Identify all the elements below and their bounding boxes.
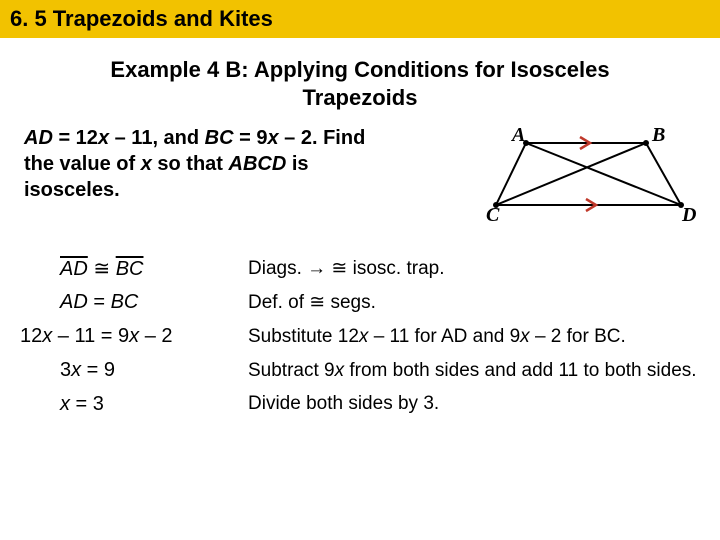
- solution-steps: AD ≅ BCDiags. → ≅ isosc. trap.AD = BCDef…: [0, 242, 720, 430]
- step-equation: 12x – 11 = 9x – 2: [20, 325, 248, 348]
- problem-statement: AD = 12x – 11, and BC = 9x – 2. Find the…: [0, 121, 720, 242]
- example-title: Example 4 B: Applying Conditions for Iso…: [0, 38, 720, 121]
- t: – 2. Find: [279, 127, 366, 149]
- label-D: D: [681, 204, 696, 225]
- step-row: 3x = 9Subtract 9x from both sides and ad…: [20, 359, 700, 383]
- label-A: A: [510, 125, 525, 146]
- t: x: [98, 127, 109, 149]
- t: x: [267, 127, 278, 149]
- t: the value of: [24, 153, 141, 175]
- title-line2: Trapezoids: [303, 85, 418, 110]
- t: = 9: [234, 127, 268, 149]
- t: is: [286, 153, 308, 175]
- step-equation: 3x = 9: [20, 359, 248, 382]
- step-equation: AD = BC: [20, 291, 248, 314]
- label-C: C: [486, 204, 500, 225]
- step-row: AD = BCDef. of ≅ segs.: [20, 291, 700, 315]
- step-reason: Diags. → ≅ isosc. trap.: [248, 257, 700, 281]
- t: x: [141, 153, 152, 175]
- trapezoid-figure: A B C D: [486, 125, 696, 232]
- t: ABCD: [229, 153, 287, 175]
- t: so that: [152, 153, 229, 175]
- t: AD: [24, 127, 53, 149]
- problem-text: AD = 12x – 11, and BC = 9x – 2. Find the…: [24, 125, 486, 203]
- step-reason: Def. of ≅ segs.: [248, 291, 700, 315]
- t: = 12: [53, 127, 98, 149]
- step-reason: Substitute 12x – 11 for AD and 9x – 2 fo…: [248, 325, 700, 349]
- step-equation: x = 3: [20, 393, 248, 416]
- slide-header: 6. 5 Trapezoids and Kites: [0, 0, 720, 38]
- t: – 11, and: [109, 127, 205, 149]
- step-row: AD ≅ BCDiags. → ≅ isosc. trap.: [20, 256, 700, 281]
- step-row: 12x – 11 = 9x – 2Substitute 12x – 11 for…: [20, 325, 700, 349]
- title-line1: Example 4 B: Applying Conditions for Iso…: [110, 57, 609, 82]
- step-equation: AD ≅ BC: [20, 256, 248, 281]
- step-reason: Divide both sides by 3.: [248, 392, 700, 416]
- label-B: B: [651, 125, 665, 146]
- step-row: x = 3Divide both sides by 3.: [20, 392, 700, 416]
- t: isosceles.: [24, 179, 120, 201]
- step-reason: Subtract 9x from both sides and add 11 t…: [248, 359, 700, 383]
- t: BC: [205, 127, 234, 149]
